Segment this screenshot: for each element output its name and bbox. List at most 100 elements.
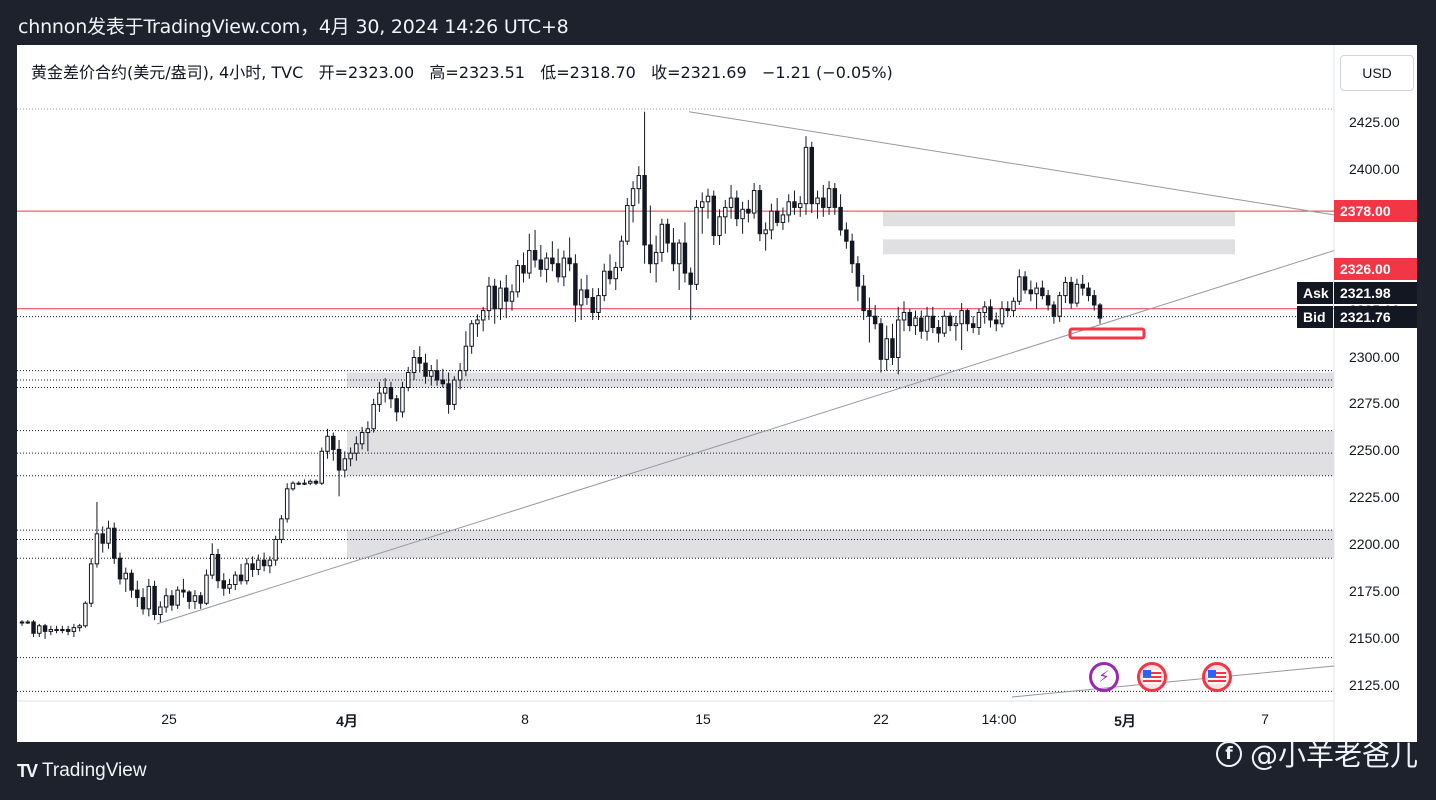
- watermark-text: @小羊老爸儿: [1249, 739, 1418, 772]
- candle-body: [331, 435, 336, 450]
- candle-body: [694, 206, 699, 285]
- price-tick: 2275.00: [1349, 395, 1400, 412]
- candle-body: [815, 197, 820, 205]
- currency-button[interactable]: USD: [1340, 55, 1414, 91]
- candle-body: [607, 270, 613, 280]
- bid-price: 2321.76: [1334, 306, 1417, 328]
- candle-body: [521, 265, 526, 274]
- candle-body: [590, 296, 595, 313]
- chart-panel[interactable]: 黄金差价合约(美元/盎司), 4小时, TVC 开=2323.00 高=2323…: [17, 45, 1417, 742]
- ask-label: Ask: [1297, 282, 1333, 304]
- candle-body: [504, 287, 509, 302]
- us-flag-icon[interactable]: [1137, 662, 1167, 692]
- candle-body: [665, 223, 670, 244]
- price-tick: 2400.00: [1349, 160, 1400, 177]
- candle-body: [1097, 304, 1103, 319]
- candle-body: [942, 315, 947, 334]
- candle-body: [682, 242, 688, 274]
- candle-body: [642, 175, 647, 246]
- candle-body: [757, 190, 763, 235]
- tv-logo-icon: TV: [17, 760, 38, 781]
- candle-body: [619, 240, 624, 268]
- candle-body: [999, 308, 1005, 325]
- candle-body: [538, 259, 544, 270]
- zone-4: [883, 239, 1235, 255]
- lightning-icon[interactable]: ⚡: [1089, 662, 1119, 692]
- candle-body: [365, 428, 371, 434]
- candle-body: [457, 370, 463, 381]
- candle-body: [65, 629, 71, 632]
- candle-body: [19, 621, 25, 624]
- candle-body: [400, 387, 405, 413]
- legend-open: 开=2323.00: [318, 63, 415, 82]
- legend-symbol[interactable]: 黄金差价合约(美元/盎司), 4小时, TVC: [31, 63, 304, 82]
- candle-body: [284, 488, 290, 520]
- candle-body: [175, 589, 180, 606]
- candle-body: [54, 629, 59, 632]
- candle-body: [244, 563, 250, 582]
- candle-body: [821, 197, 826, 208]
- candle-body: [1086, 287, 1091, 297]
- candle-body: [371, 403, 376, 430]
- candle-body: [388, 387, 394, 400]
- candle-body: [769, 210, 774, 231]
- candle-body: [636, 175, 642, 190]
- candle-body: [798, 203, 803, 208]
- candle-body: [342, 458, 348, 471]
- candle-body: [267, 559, 273, 567]
- tradingview-logo[interactable]: TV TradingView: [17, 760, 147, 782]
- candle-body: [746, 208, 751, 214]
- trend-line-bottom: [1011, 665, 1335, 698]
- candle-body: [890, 338, 895, 358]
- candle-body: [250, 563, 255, 570]
- candle-body: [1022, 276, 1028, 291]
- candle-body: [1034, 287, 1039, 295]
- candle-body: [826, 188, 832, 208]
- candle-body: [140, 597, 146, 610]
- candle-body: [290, 482, 296, 490]
- candle-body: [947, 315, 953, 327]
- candle-body: [919, 317, 924, 332]
- candle-body: [913, 317, 918, 327]
- candle-body: [872, 315, 878, 325]
- candle-body: [717, 216, 722, 237]
- candle-body: [936, 326, 941, 334]
- candle-body: [867, 310, 872, 317]
- candle-body: [728, 197, 734, 208]
- candle-body: [198, 595, 203, 604]
- candle-body: [406, 372, 411, 389]
- candle-body: [475, 319, 480, 325]
- candle-body: [700, 201, 705, 208]
- time-tick: 5月: [1114, 713, 1136, 729]
- candle-body: [907, 311, 912, 327]
- candle-body: [688, 272, 693, 285]
- candle-body: [83, 602, 88, 627]
- zone-2: [347, 530, 1334, 559]
- candle-body: [77, 625, 82, 629]
- candle-body: [659, 223, 665, 253]
- time-tick: 14:00: [981, 711, 1017, 727]
- candle-body: [296, 482, 301, 485]
- us-flag-icon[interactable]: [1202, 662, 1232, 692]
- candle-body: [994, 319, 999, 325]
- candle-body: [88, 563, 94, 604]
- candle-body: [855, 263, 861, 287]
- candle-body: [953, 323, 959, 327]
- candle-body: [215, 553, 221, 582]
- candle-body: [803, 146, 809, 205]
- candle-body: [498, 287, 503, 310]
- candle-body: [169, 595, 175, 606]
- candle-body: [763, 229, 768, 235]
- candle-body: [181, 589, 186, 593]
- candle-body: [1068, 281, 1074, 304]
- candle-body: [336, 448, 342, 471]
- price-chart[interactable]: [17, 45, 1417, 742]
- candle-body: [734, 197, 740, 220]
- candle-body: [221, 580, 226, 589]
- candle-body: [469, 323, 474, 347]
- trend-line-0: [156, 250, 1335, 625]
- candle-body: [429, 370, 434, 377]
- candle-body: [896, 319, 901, 359]
- candle-body: [1028, 289, 1034, 295]
- candle-body: [561, 257, 567, 278]
